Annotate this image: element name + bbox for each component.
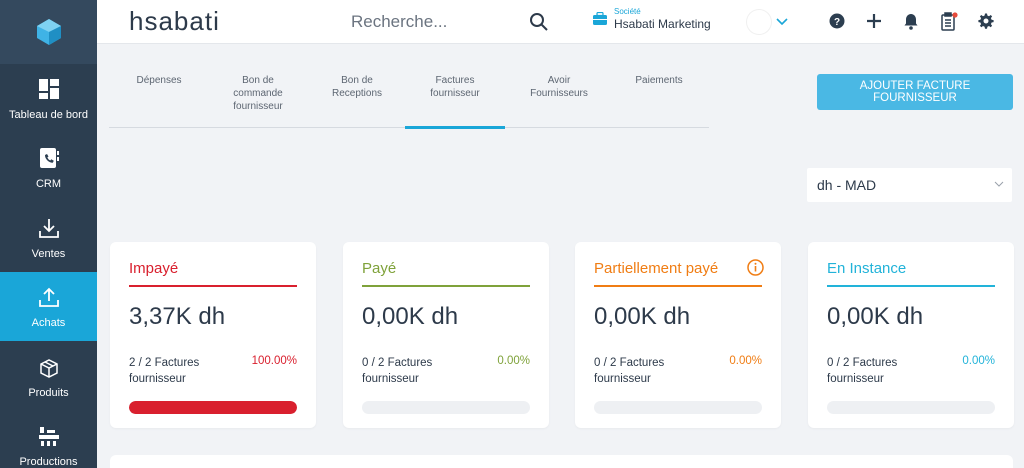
boxes-icon: [37, 355, 61, 379]
card-divider: [129, 285, 297, 287]
contacts-icon: [37, 146, 61, 170]
card-percent: 100.00%: [251, 355, 297, 367]
svg-text:?: ?: [834, 17, 840, 28]
sidebar-item-label: Achats: [31, 316, 66, 329]
card-paye: Payé 0,00K dh 0 / 2 Factures fournisseur…: [343, 242, 549, 428]
card-title: Impayé: [129, 260, 179, 277]
sidebar-item-label: CRM: [35, 177, 62, 190]
plus-icon[interactable]: [864, 11, 884, 31]
logo-icon: [36, 19, 61, 45]
progress-bar: [827, 401, 995, 414]
card-percent: 0.00%: [962, 355, 995, 367]
sidebar-item-produits[interactable]: Produits: [0, 342, 97, 411]
card-divider: [362, 285, 530, 287]
sidebar: Tableau de bord CRM Ventes Achats Produi…: [0, 0, 97, 468]
sidebar-item-productions[interactable]: Productions: [0, 411, 97, 468]
card-count: 0 / 2 Factures fournisseur: [362, 357, 433, 385]
sidebar-item-ventes[interactable]: Ventes: [0, 203, 97, 272]
tab-avoir-fournisseurs[interactable]: Avoir Fournisseurs: [530, 75, 588, 99]
card-count: 0 / 2 Factures fournisseur: [594, 357, 665, 385]
sidebar-item-label: Produits: [28, 386, 69, 399]
card-percent: 0.00%: [729, 355, 762, 367]
card-amount: 0,00K dh: [594, 303, 691, 330]
tab-factures-fournisseur[interactable]: Factures fournisseur: [405, 74, 505, 129]
card-en-instance: En Instance 0,00K dh 0 / 2 Factures four…: [808, 242, 1014, 428]
company-name: Hsabati Marketing: [614, 17, 711, 31]
gear-icon[interactable]: [976, 11, 996, 31]
download-icon: [37, 216, 61, 240]
app-logo[interactable]: [0, 0, 97, 64]
top-header: hsabati Recherche... Société Hsabati Mar…: [97, 0, 1024, 44]
card-amount: 3,37K dh: [129, 303, 226, 330]
card-amount: 0,00K dh: [827, 303, 924, 330]
factory-icon: [37, 424, 61, 448]
tab-bon-de-commande[interactable]: Bon de commande fournisseur: [233, 75, 283, 112]
card-partiellement-paye: Partiellement payé 0,00K dh 0 / 2 Factur…: [575, 242, 781, 428]
progress-bar: [362, 401, 530, 414]
search-input[interactable]: Recherche...: [351, 12, 448, 31]
progress-bar: [594, 401, 762, 414]
card-title: Partiellement payé: [594, 260, 719, 277]
card-divider: [594, 285, 762, 287]
upload-icon: [37, 285, 61, 309]
brand-logo-text[interactable]: hsabati: [129, 6, 220, 36]
tabs-bar: Dépenses Bon de commande fournisseur Bon…: [109, 66, 709, 129]
sidebar-item-label: Ventes: [31, 247, 66, 260]
tab-depenses[interactable]: Dépenses: [136, 75, 182, 86]
card-title: En Instance: [827, 260, 907, 277]
search-icon[interactable]: [529, 12, 549, 32]
clipboard-icon[interactable]: [939, 11, 959, 31]
sidebar-item-label: Tableau de bord: [9, 108, 88, 121]
card-count: 2 / 2 Factures fournisseur: [129, 357, 200, 385]
currency-value: dh - MAD: [817, 177, 877, 193]
sidebar-item-crm[interactable]: CRM: [0, 133, 97, 202]
sidebar-item-achats[interactable]: Achats: [0, 272, 97, 341]
briefcase-icon: [593, 12, 607, 25]
progress-bar: [129, 401, 297, 414]
company-label: Société: [614, 7, 641, 16]
sidebar-item-label: Productions: [19, 455, 78, 468]
dashboard-icon: [37, 77, 61, 101]
add-invoice-button[interactable]: AJOUTER FACTURE FOURNISSEUR: [817, 74, 1013, 110]
card-amount: 0,00K dh: [362, 303, 459, 330]
info-icon[interactable]: [747, 259, 764, 276]
card-count: 0 / 2 Factures fournisseur: [827, 357, 898, 385]
company-selector[interactable]: Société Hsabati Marketing: [592, 7, 711, 31]
chevron-down-icon[interactable]: [775, 14, 789, 28]
card-percent: 0.00%: [497, 355, 530, 367]
help-icon[interactable]: ?: [827, 11, 847, 31]
bell-icon[interactable]: [901, 11, 921, 31]
avatar[interactable]: [747, 10, 771, 34]
currency-select[interactable]: dh - MAD: [807, 168, 1012, 202]
sidebar-item-dashboard[interactable]: Tableau de bord: [0, 64, 97, 133]
bottom-panel: [110, 455, 1013, 468]
tab-bon-de-receptions[interactable]: Bon de Receptions: [331, 75, 383, 99]
tab-paiements[interactable]: Paiements: [635, 75, 683, 86]
card-divider: [827, 285, 995, 287]
card-impaye: Impayé 3,37K dh 2 / 2 Factures fournisse…: [110, 242, 316, 428]
card-title: Payé: [362, 260, 397, 277]
